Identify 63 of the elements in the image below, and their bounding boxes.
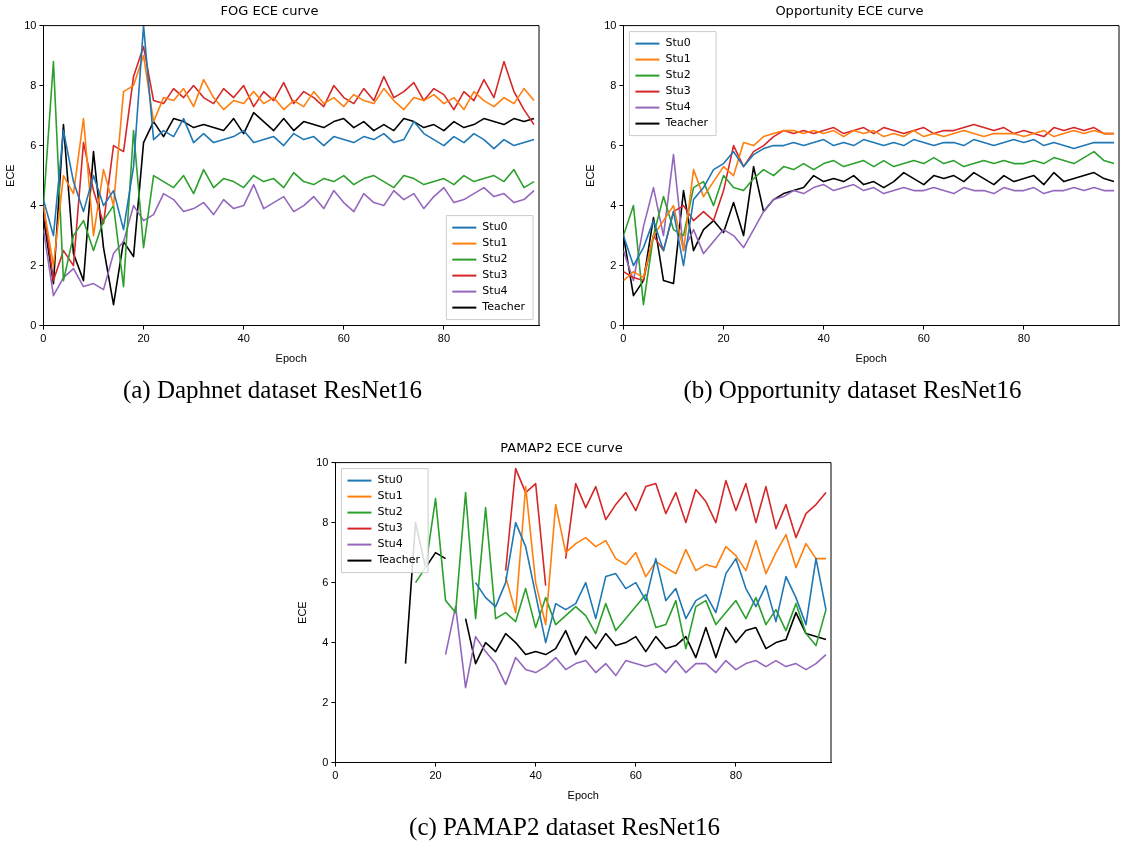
legend-label: Stu3 (665, 84, 691, 98)
chart-title: Opportunity ECE curve (775, 3, 924, 19)
legend-label: Stu4 (665, 100, 691, 114)
y-tick-label: 4 (322, 635, 329, 648)
legend-label: Teacher (664, 116, 709, 130)
y-tick-label: 6 (610, 138, 617, 151)
x-tick-label: 20 (717, 332, 730, 345)
legend-label: Stu0 (377, 473, 403, 487)
y-tick-label: 6 (322, 575, 329, 588)
y-tick-label: 10 (604, 18, 617, 31)
y-tick-label: 8 (30, 78, 37, 91)
legend-label: Stu4 (482, 284, 508, 298)
x-tick-label: 0 (620, 332, 627, 345)
x-tick-label: 0 (40, 332, 47, 345)
y-tick-label: 2 (322, 695, 329, 708)
x-tick-label: 80 (1017, 332, 1031, 345)
y-tick-label: 8 (610, 78, 617, 91)
y-axis-title: ECE (295, 601, 308, 624)
legend-label: Stu3 (482, 268, 508, 282)
legend-label: Stu2 (377, 505, 403, 519)
x-tick-label: 20 (137, 332, 150, 345)
x-tick-label: 40 (529, 769, 542, 782)
y-tick-label: 8 (322, 515, 329, 528)
chart-title: PAMAP2 ECE curve (500, 440, 623, 456)
legend-label: Stu4 (377, 537, 403, 551)
legend-label: Stu2 (665, 68, 691, 82)
x-tick-label: 80 (437, 332, 451, 345)
x-tick-label: 20 (429, 769, 442, 782)
legend-label: Teacher (481, 300, 526, 314)
x-tick-label: 60 (629, 769, 642, 782)
x-tick-label: 60 (917, 332, 930, 345)
x-tick-label: 80 (729, 769, 743, 782)
legend-label: Stu0 (665, 36, 691, 50)
y-axis-title: ECE (3, 164, 16, 187)
x-axis-title: Epoch (567, 789, 599, 802)
x-tick-label: 40 (817, 332, 830, 345)
text: (a) Daphnet dataset ResNet16 (121, 376, 424, 404)
x-axis-title: Epoch (855, 352, 887, 365)
legend-label: Stu0 (482, 220, 508, 234)
x-tick-label: 60 (337, 332, 350, 345)
x-tick-label: 40 (237, 332, 250, 345)
legend-label: Stu1 (377, 489, 403, 503)
x-axis-title: Epoch (275, 352, 307, 365)
y-tick-label: 2 (610, 258, 617, 271)
y-tick-label: 0 (30, 318, 37, 331)
text: (b) Opportunity dataset ResNet16 (682, 376, 1023, 404)
legend-label: Teacher (376, 553, 421, 567)
y-tick-label: 4 (30, 198, 37, 211)
chart-title: FOG ECE curve (220, 3, 319, 19)
legend-label: Stu1 (482, 236, 508, 250)
y-tick-label: 10 (316, 455, 329, 468)
y-tick-label: 2 (30, 258, 37, 271)
y-tick-label: 0 (322, 755, 329, 768)
y-tick-label: 0 (610, 318, 617, 331)
legend-label: Stu1 (665, 52, 691, 66)
text: (c) PAMAP2 dataset ResNet16 (408, 813, 721, 841)
y-tick-label: 4 (610, 198, 617, 211)
y-axis-title: ECE (583, 164, 596, 187)
legend-label: Stu2 (482, 252, 508, 266)
x-tick-label: 0 (332, 769, 339, 782)
y-tick-label: 10 (24, 18, 37, 31)
legend-label: Stu3 (377, 521, 403, 535)
y-tick-label: 6 (30, 138, 37, 151)
